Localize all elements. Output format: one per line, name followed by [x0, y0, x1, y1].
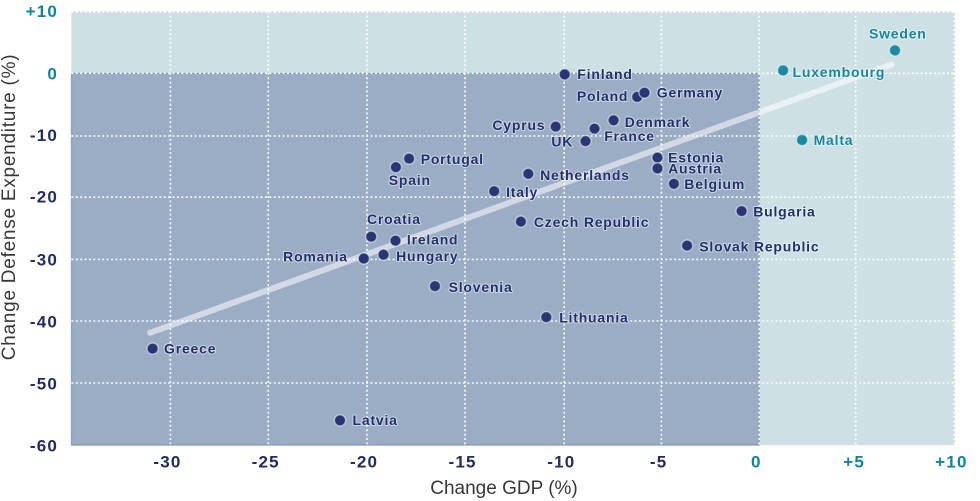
svg-text:-15: -15 [449, 453, 477, 472]
svg-text:+10: +10 [26, 2, 58, 21]
svg-text:Slovenia: Slovenia [449, 279, 513, 295]
svg-text:Netherlands: Netherlands [540, 167, 630, 183]
svg-text:Romania: Romania [283, 249, 348, 265]
svg-text:-20: -20 [350, 453, 378, 472]
svg-text:-50: -50 [30, 374, 58, 393]
svg-text:-20: -20 [30, 188, 58, 207]
svg-text:-60: -60 [30, 437, 58, 456]
svg-text:Austria: Austria [668, 160, 722, 176]
svg-text:Ireland: Ireland [407, 232, 459, 248]
svg-text:+10: +10 [935, 453, 967, 472]
svg-text:Belgium: Belgium [684, 176, 745, 192]
svg-text:0: 0 [47, 65, 58, 84]
svg-text:UK: UK [551, 133, 573, 149]
svg-text:Change GDP (%): Change GDP (%) [430, 478, 578, 499]
svg-text:Bulgaria: Bulgaria [753, 204, 815, 220]
svg-text:0: 0 [751, 453, 762, 472]
svg-text:-10: -10 [547, 453, 575, 472]
svg-text:Italy: Italy [506, 184, 538, 200]
svg-text:Change Defense Expenditure (%): Change Defense Expenditure (%) [0, 54, 20, 361]
svg-text:-25: -25 [252, 453, 280, 472]
svg-text:-10: -10 [30, 126, 58, 145]
svg-text:Poland: Poland [577, 88, 628, 104]
svg-text:-30: -30 [153, 453, 181, 472]
svg-text:-5: -5 [650, 453, 668, 472]
svg-text:Spain: Spain [389, 172, 431, 188]
svg-text:Estonia: Estonia [668, 149, 724, 165]
svg-text:Hungary: Hungary [396, 248, 458, 264]
svg-text:Germany: Germany [657, 85, 723, 101]
svg-text:France: France [604, 128, 655, 144]
svg-text:-30: -30 [30, 250, 58, 269]
svg-text:Latvia: Latvia [353, 412, 398, 428]
svg-text:Luxembourg: Luxembourg [793, 64, 886, 80]
svg-text:Denmark: Denmark [625, 114, 691, 130]
svg-text:Croatia: Croatia [367, 211, 421, 227]
svg-text:Czech Republic: Czech Republic [534, 214, 649, 230]
svg-text:+5: +5 [843, 453, 865, 472]
svg-text:Sweden: Sweden [869, 26, 927, 42]
svg-text:-40: -40 [30, 312, 58, 331]
svg-text:Lithuania: Lithuania [559, 309, 628, 325]
svg-text:Slovak Republic: Slovak Republic [699, 238, 819, 254]
svg-text:Cyprus: Cyprus [492, 117, 545, 133]
svg-text:Greece: Greece [164, 340, 216, 356]
svg-text:Malta: Malta [814, 132, 854, 148]
svg-text:Portugal: Portugal [421, 151, 484, 167]
svg-text:Finland: Finland [577, 66, 632, 82]
